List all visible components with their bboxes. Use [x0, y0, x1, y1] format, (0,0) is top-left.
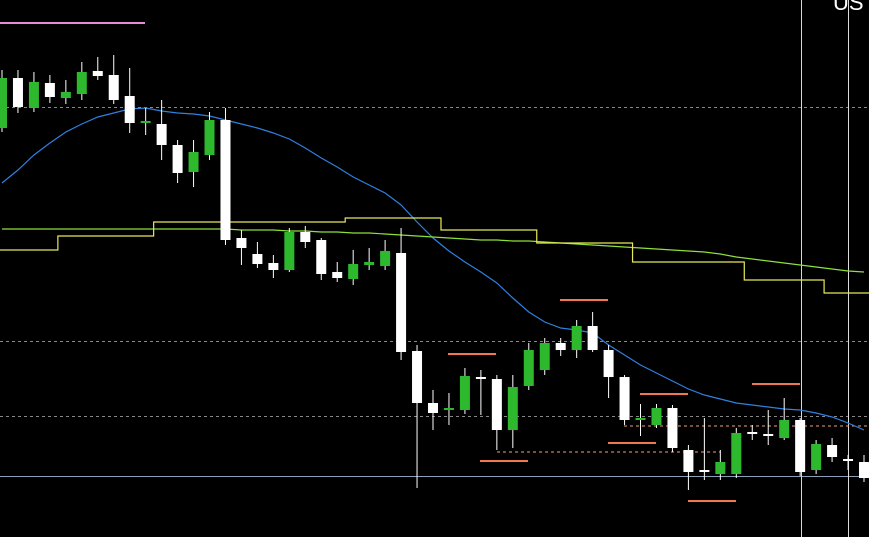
candle-body [475, 377, 486, 379]
candle-body [332, 272, 343, 278]
candle-body [571, 326, 582, 350]
candle-body [236, 238, 247, 248]
candle-body [172, 145, 183, 173]
candle-body [587, 326, 598, 350]
candle-body [0, 78, 7, 128]
candle-body [364, 262, 375, 265]
candle-body [252, 254, 263, 264]
candle-body [699, 470, 710, 472]
candle-body [683, 450, 694, 472]
candle-body [603, 350, 614, 377]
candle-body [651, 408, 662, 425]
candle-body [859, 462, 869, 478]
candle-body [156, 124, 167, 145]
indicator-line [0, 217, 869, 294]
candle-body [763, 434, 774, 436]
candle-body [539, 343, 550, 370]
candle-body [811, 444, 822, 470]
candle-body [412, 351, 423, 403]
candle-body [220, 120, 231, 240]
candle-body [428, 403, 438, 413]
candle-body [348, 264, 359, 279]
candle-body [140, 121, 151, 123]
candle-body [316, 240, 327, 274]
candle-body [124, 96, 135, 123]
candle-body [76, 72, 87, 94]
resistance-marks [448, 299, 800, 502]
candle-body [795, 420, 806, 472]
indicator-line [2, 228, 865, 273]
candle-body [443, 408, 454, 410]
candle-body [459, 376, 470, 410]
candle-body [204, 120, 215, 155]
candle-body [108, 75, 119, 100]
candle-body [827, 445, 838, 457]
candle-body [635, 418, 646, 420]
candle-body [779, 420, 790, 438]
candle-body [396, 253, 407, 352]
candle-body [60, 92, 71, 98]
candle-body [44, 83, 55, 97]
candle-body [619, 377, 630, 420]
candle-body [268, 263, 279, 270]
candle-body [12, 78, 23, 107]
candle-body [188, 152, 199, 172]
candle-body [92, 71, 103, 76]
candle-body [300, 232, 311, 242]
candle-body [380, 251, 391, 266]
symbol-label: US [833, 0, 864, 15]
candle-body [667, 408, 678, 448]
candle-body [747, 432, 758, 434]
candle-body [28, 82, 39, 108]
candle-body [523, 350, 534, 386]
candle-body [507, 387, 518, 430]
candle-body [715, 462, 726, 474]
candle-body [731, 433, 742, 474]
candle-body [555, 343, 566, 350]
candles [0, 55, 869, 490]
candle-body [843, 459, 854, 461]
trend-marks [497, 425, 869, 453]
candle-body [491, 379, 502, 430]
candle-body [284, 232, 295, 270]
